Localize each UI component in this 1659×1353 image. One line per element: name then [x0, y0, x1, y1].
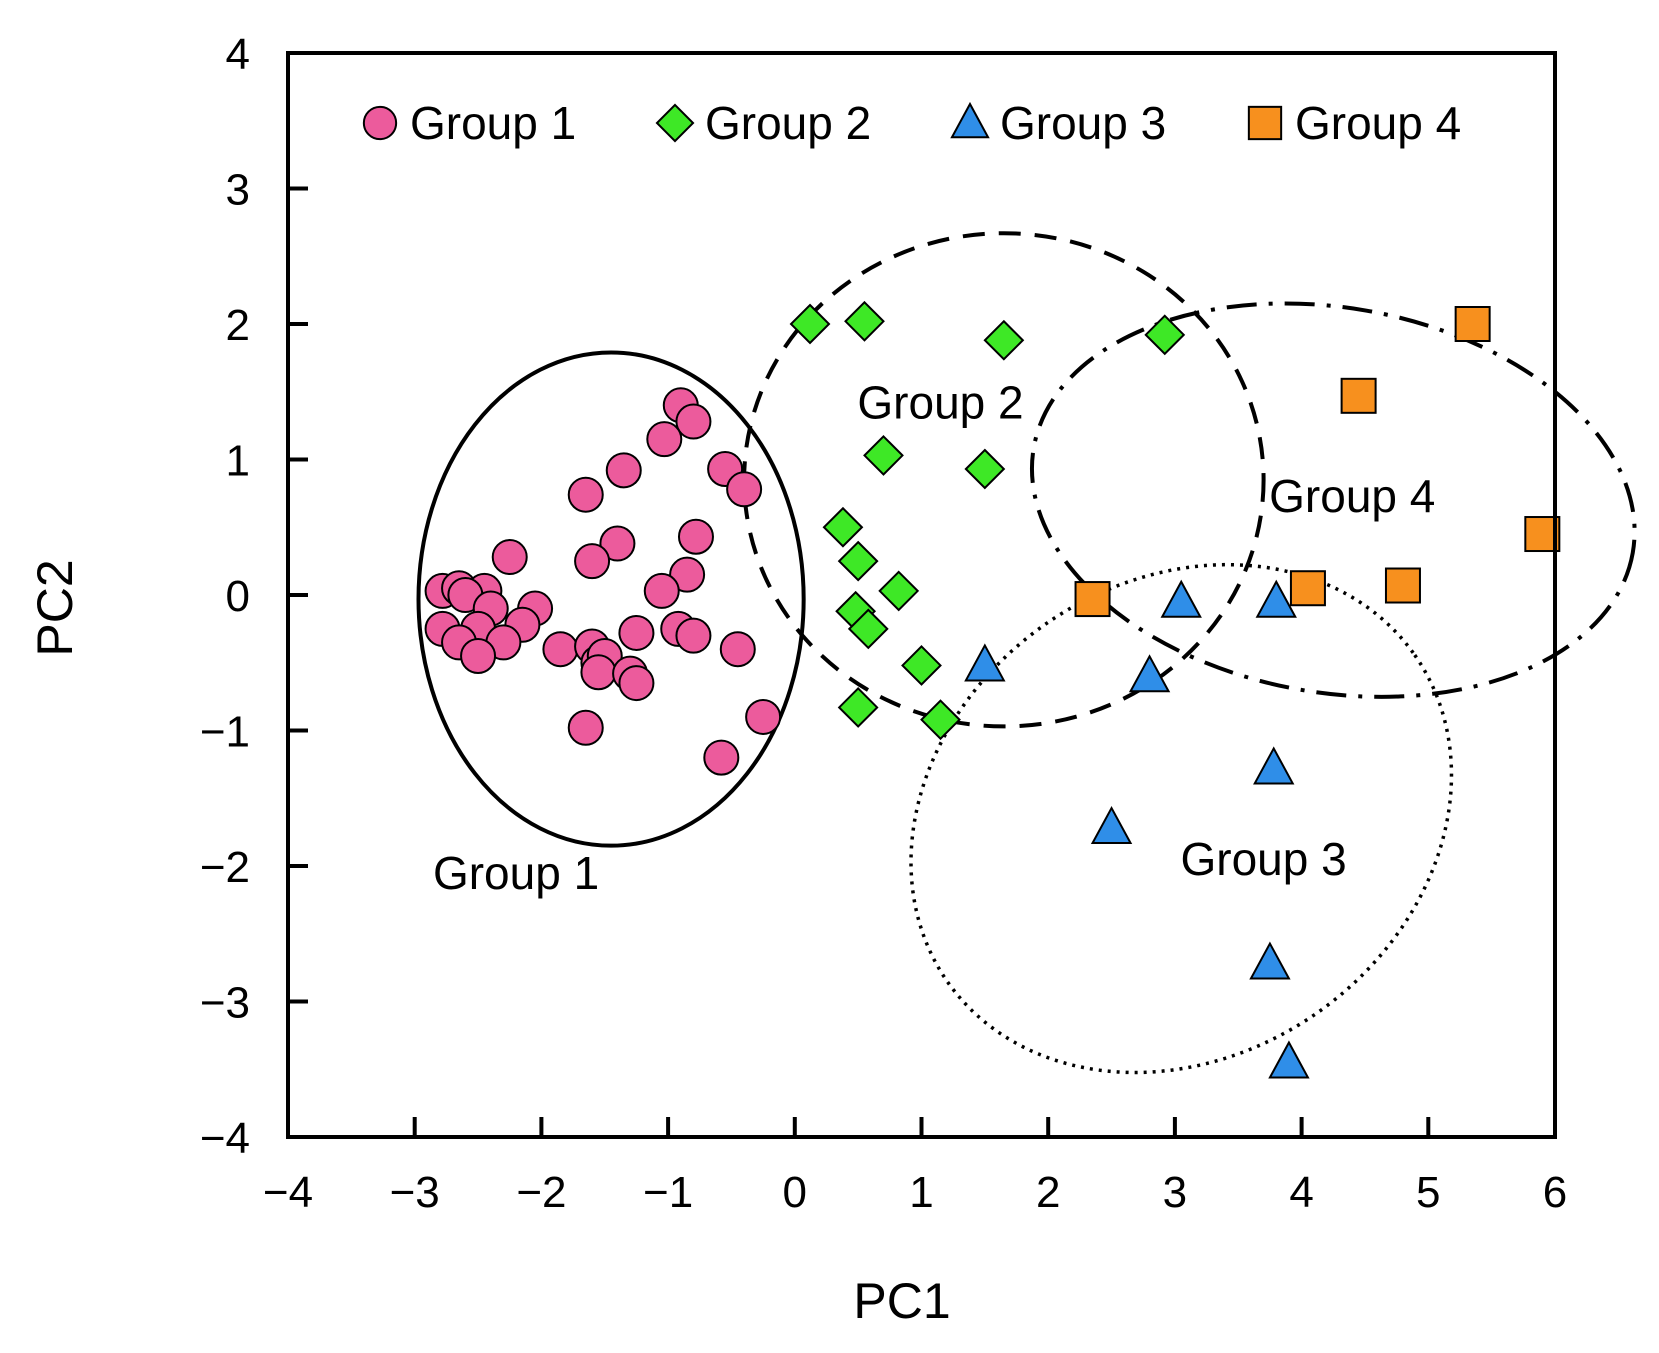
point-group-2	[847, 608, 889, 650]
ellipse-group-3	[909, 562, 1454, 1075]
data-points	[424, 300, 1561, 1079]
point-group-3	[1090, 805, 1133, 845]
point-group-1	[574, 543, 611, 580]
y-tick-label: 2	[226, 301, 250, 350]
legend-label: Group 4	[1295, 97, 1461, 149]
point-group-1	[605, 452, 642, 489]
x-tick-label: 5	[1416, 1168, 1440, 1217]
point-group-1	[669, 556, 706, 593]
point-group-2	[789, 303, 831, 345]
group-annotation: Group 3	[1180, 833, 1346, 885]
y-tick-label: −1	[200, 708, 250, 757]
x-tick-label: 0	[783, 1168, 807, 1217]
legend-label: Group 3	[1000, 97, 1166, 149]
point-group-1	[580, 654, 617, 691]
y-tick-label: −4	[200, 1114, 250, 1163]
x-tick-label: 6	[1543, 1168, 1567, 1217]
y-tick-label: −2	[200, 843, 250, 892]
point-group-3	[1253, 746, 1295, 785]
y-tick-label: 1	[226, 437, 250, 486]
legend-marker	[950, 101, 990, 139]
point-group-3	[1268, 1040, 1310, 1079]
group-annotation: Group 1	[433, 847, 599, 899]
point-group-3	[964, 643, 1006, 682]
point-group-4	[1289, 570, 1326, 607]
y-axis-label: PC2	[27, 559, 83, 656]
point-group-1	[491, 539, 528, 576]
legend-marker	[655, 103, 695, 143]
point-group-1	[618, 665, 655, 702]
group-annotation: Group 4	[1269, 470, 1435, 522]
point-group-1	[726, 471, 763, 508]
point-group-3	[1249, 941, 1291, 980]
point-group-2	[964, 448, 1006, 490]
point-group-4	[1384, 567, 1421, 604]
y-tick-label: 0	[226, 572, 250, 621]
point-group-1	[542, 631, 579, 668]
group-annotations: Group 1 Group 2 Group 3 Group 4	[433, 377, 1435, 899]
point-group-1	[618, 614, 655, 651]
point-group-2	[837, 540, 879, 582]
x-tick-label: −3	[390, 1168, 440, 1217]
point-group-2	[983, 319, 1025, 361]
point-group-1	[703, 739, 740, 776]
point-group-3	[1160, 579, 1202, 618]
point-group-3	[1255, 579, 1297, 618]
x-axis-label: PC1	[853, 1273, 950, 1329]
legend-marker	[1247, 105, 1283, 141]
point-group-2	[1144, 314, 1186, 356]
x-tick-label: 3	[1163, 1168, 1187, 1217]
cluster-ellipses	[416, 231, 1637, 1075]
point-group-3	[1128, 654, 1171, 693]
point-group-1	[567, 709, 604, 746]
point-group-1	[675, 617, 712, 654]
y-tick-label: 4	[226, 30, 250, 79]
point-group-1	[677, 518, 714, 555]
point-group-2	[863, 435, 904, 476]
legend-label: Group 2	[705, 97, 871, 149]
point-group-1	[675, 403, 712, 440]
axis-ticks: −4 −3 −2 −1 0 1 2 3 4 5 6 −4 −3 −2 −1 0 1 2 3 4	[200, 30, 1567, 1217]
point-group-2	[920, 699, 961, 741]
ellipse-group-2	[742, 231, 1266, 729]
group-annotation: Group 2	[857, 377, 1023, 429]
point-group-1	[460, 637, 497, 674]
point-group-2	[837, 687, 879, 728]
x-tick-label: −1	[643, 1168, 693, 1217]
legend-label: Group 1	[410, 97, 576, 149]
x-tick-label: 4	[1289, 1168, 1313, 1217]
point-group-4	[1454, 306, 1491, 342]
ellipse-group-1	[416, 350, 806, 848]
x-tick-label: −2	[516, 1168, 566, 1217]
point-group-1	[599, 525, 636, 562]
legend-marker	[362, 105, 398, 141]
point-group-1	[745, 698, 782, 735]
point-group-2	[878, 570, 920, 612]
point-group-1	[646, 421, 683, 458]
point-group-1	[567, 476, 604, 513]
point-group-1	[719, 631, 756, 668]
point-group-1	[643, 572, 680, 609]
y-tick-label: 3	[226, 166, 250, 215]
ellipse-group-4	[1029, 301, 1637, 699]
point-group-2	[844, 300, 885, 342]
y-tick-label: −3	[200, 979, 250, 1028]
x-tick-label: 1	[909, 1168, 933, 1217]
x-tick-label: 2	[1036, 1168, 1060, 1217]
point-group-4	[1074, 581, 1111, 618]
point-group-2	[822, 506, 864, 548]
point-group-4	[1340, 377, 1377, 414]
point-group-2	[901, 645, 942, 686]
x-tick-label: −4	[263, 1168, 313, 1217]
legend: Group 1 Group 2 Group 3 Group 4	[362, 97, 1461, 149]
